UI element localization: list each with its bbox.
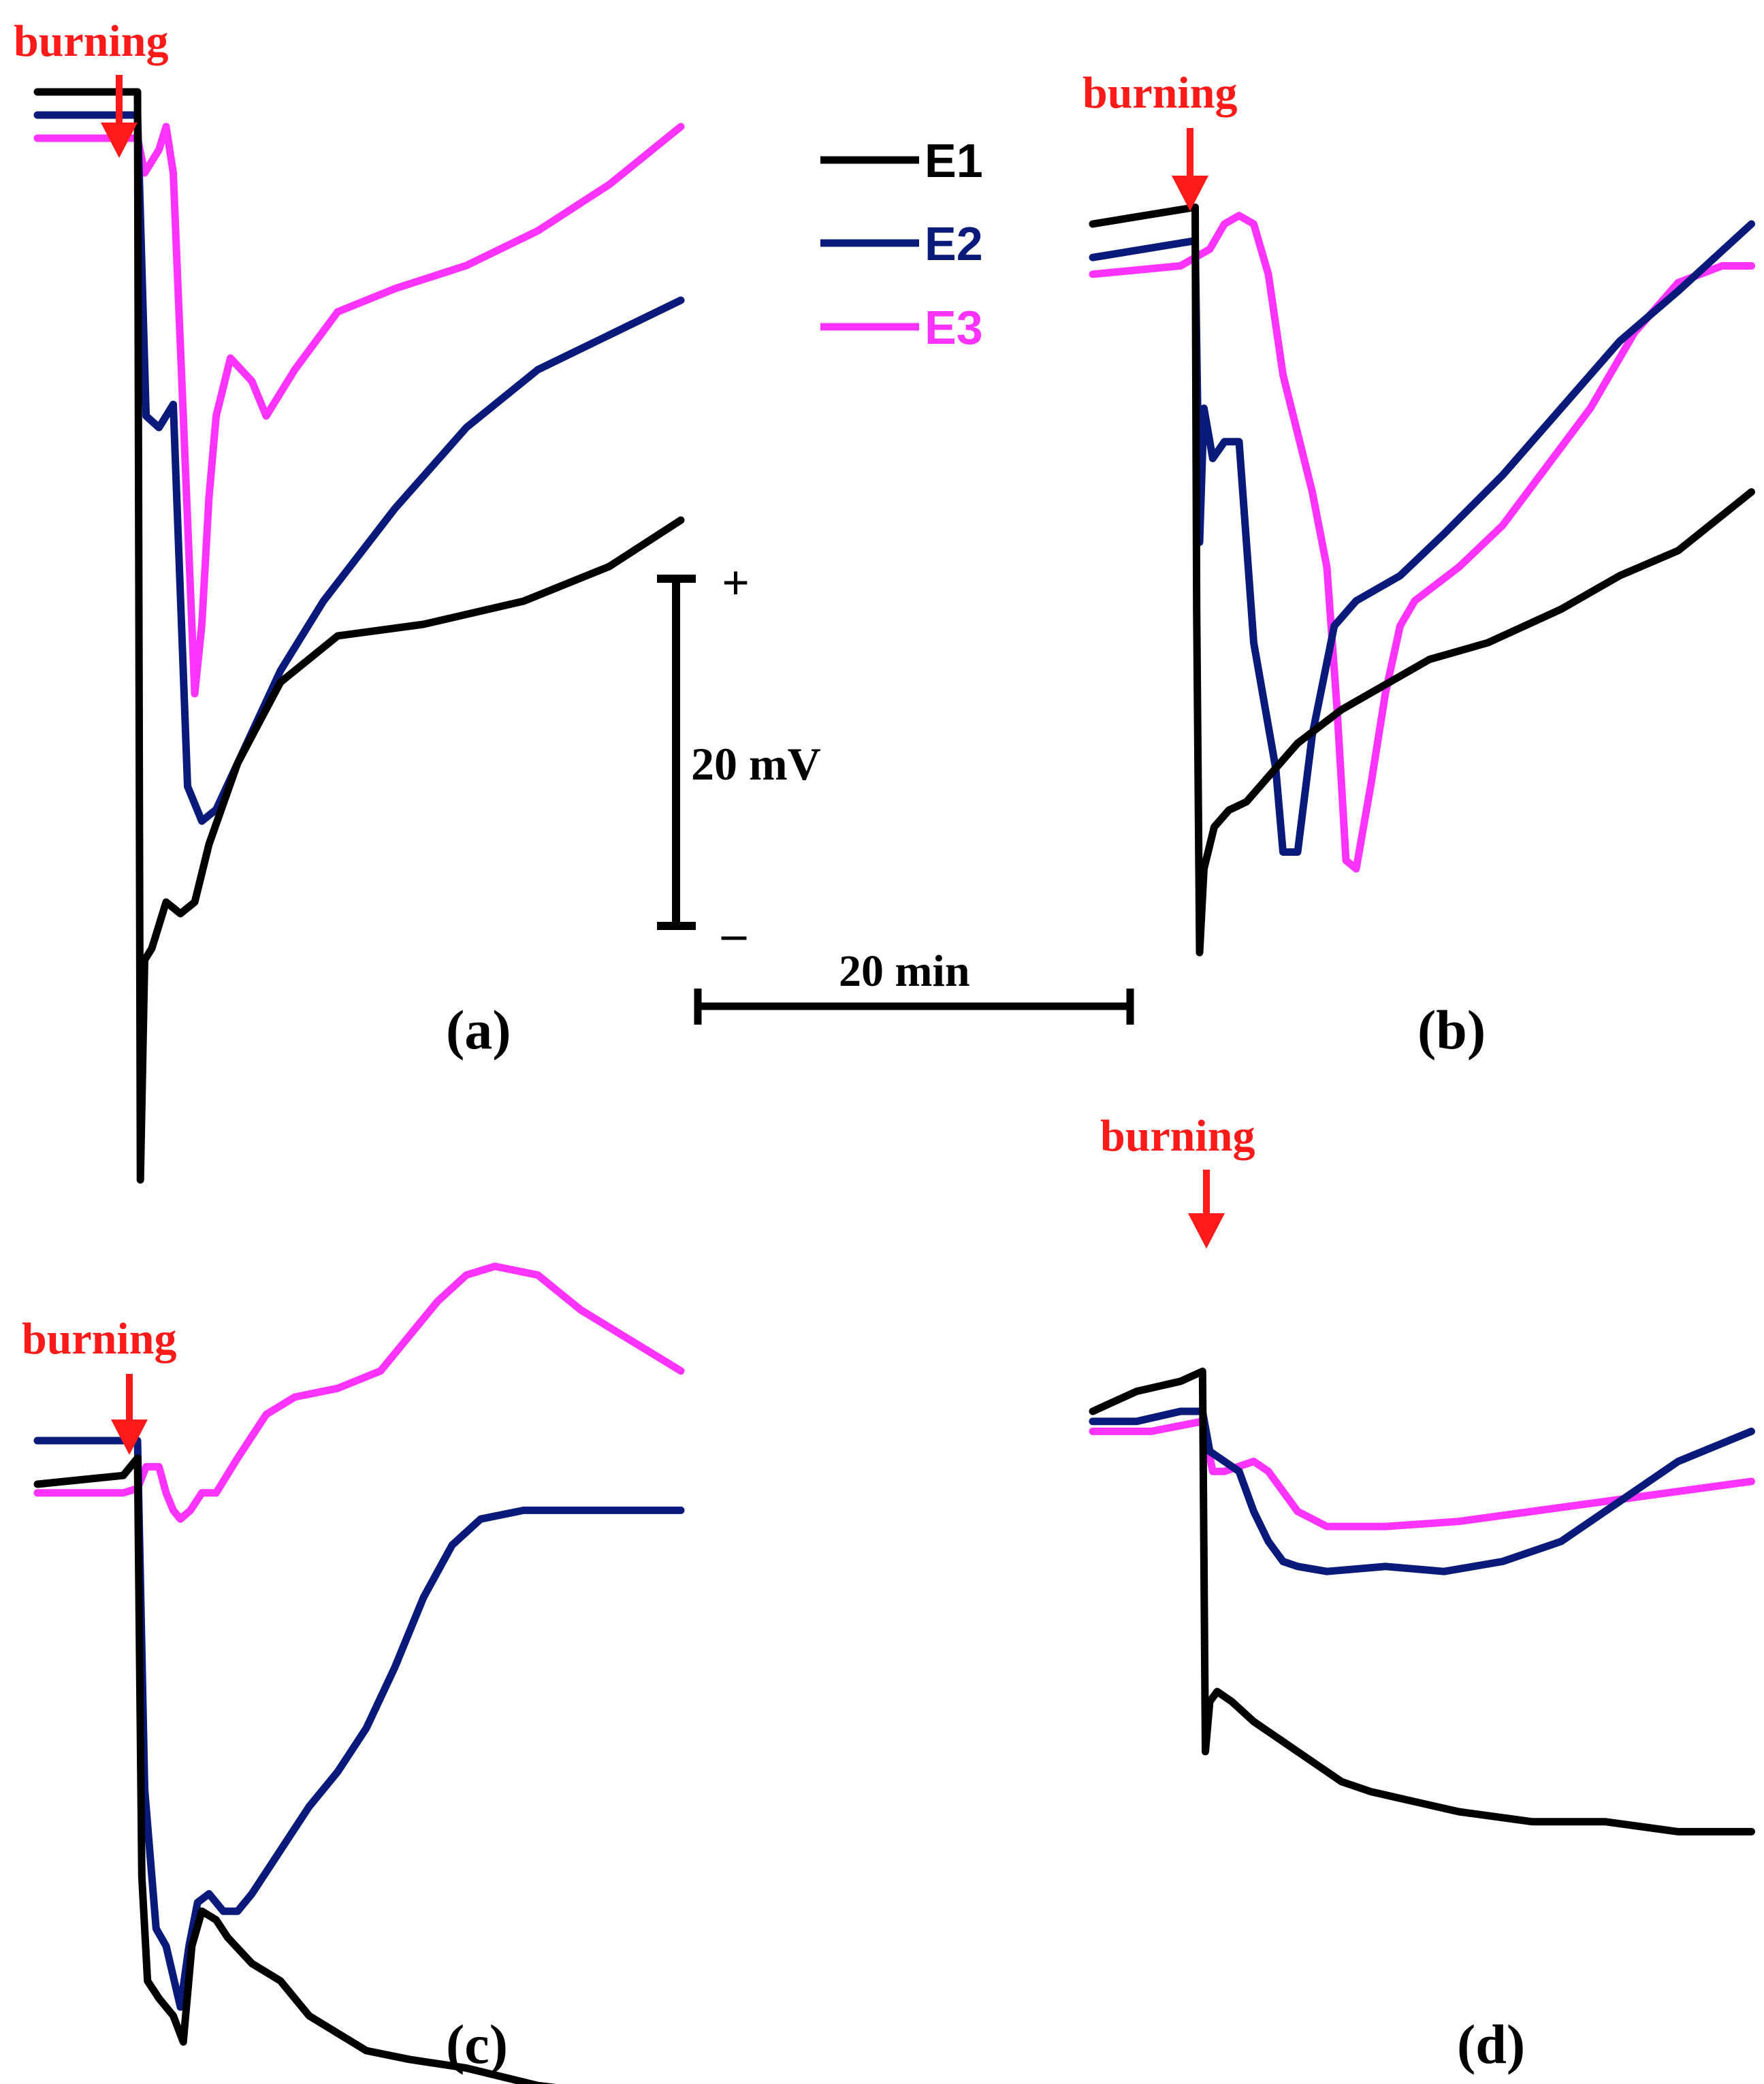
time-scale-label: 20 min bbox=[839, 946, 970, 996]
panel-label-c: (c) bbox=[446, 2013, 508, 2075]
burning-annotation-d: burning bbox=[1100, 1111, 1255, 1249]
burning-arrow-icon-d bbox=[1188, 1213, 1225, 1249]
legend: E1 E2 E3 bbox=[820, 134, 983, 354]
panel-label-d: (d) bbox=[1457, 2013, 1525, 2075]
series-line-e2-c bbox=[33, 1437, 685, 2011]
burning-label-b: burning bbox=[1083, 68, 1237, 118]
legend-label-e3: E3 bbox=[925, 301, 983, 354]
series-line-e2-b bbox=[1089, 220, 1755, 856]
burning-arrow-icon-a bbox=[101, 123, 138, 158]
series-line-e1-b bbox=[1089, 203, 1755, 957]
voltage-minus-sign: – bbox=[721, 906, 747, 961]
voltage-scale-bar: + – 20 mV bbox=[657, 556, 821, 961]
series-line-e2-a bbox=[33, 111, 685, 825]
voltage-plus-sign: + bbox=[722, 556, 750, 610]
time-scale-bar: 20 min bbox=[694, 946, 1134, 1025]
burning-label-c: burning bbox=[22, 1314, 176, 1364]
series-line-e1-a bbox=[33, 88, 685, 1184]
series-line-e1-d bbox=[1089, 1367, 1755, 1835]
burning-annotation-c: burning bbox=[22, 1314, 176, 1455]
series-line-e3-c bbox=[33, 1262, 685, 1523]
burning-arrow-icon-b bbox=[1172, 176, 1208, 211]
legend-label-e2: E2 bbox=[925, 217, 983, 270]
voltage-scale-label: 20 mV bbox=[691, 738, 821, 790]
panel-b bbox=[1089, 203, 1755, 957]
series-line-e3-b bbox=[1089, 212, 1755, 873]
burning-arrow-icon-c bbox=[111, 1420, 148, 1455]
legend-label-e1: E1 bbox=[925, 134, 983, 187]
panel-a bbox=[33, 88, 685, 1184]
series-line-e3-d bbox=[1089, 1417, 1755, 1530]
series-line-e1-c bbox=[33, 1454, 557, 2084]
panel-c bbox=[33, 1262, 685, 2084]
burning-annotation-a: burning bbox=[14, 16, 168, 158]
panel-label-a: (a) bbox=[446, 999, 511, 1061]
burning-label-d: burning bbox=[1100, 1111, 1255, 1161]
burning-annotation-b: burning bbox=[1083, 68, 1237, 211]
panel-label-b: (b) bbox=[1417, 999, 1486, 1061]
burning-label-a: burning bbox=[14, 16, 168, 66]
series-line-e3-a bbox=[33, 123, 685, 698]
panel-d bbox=[1089, 1367, 1755, 1835]
